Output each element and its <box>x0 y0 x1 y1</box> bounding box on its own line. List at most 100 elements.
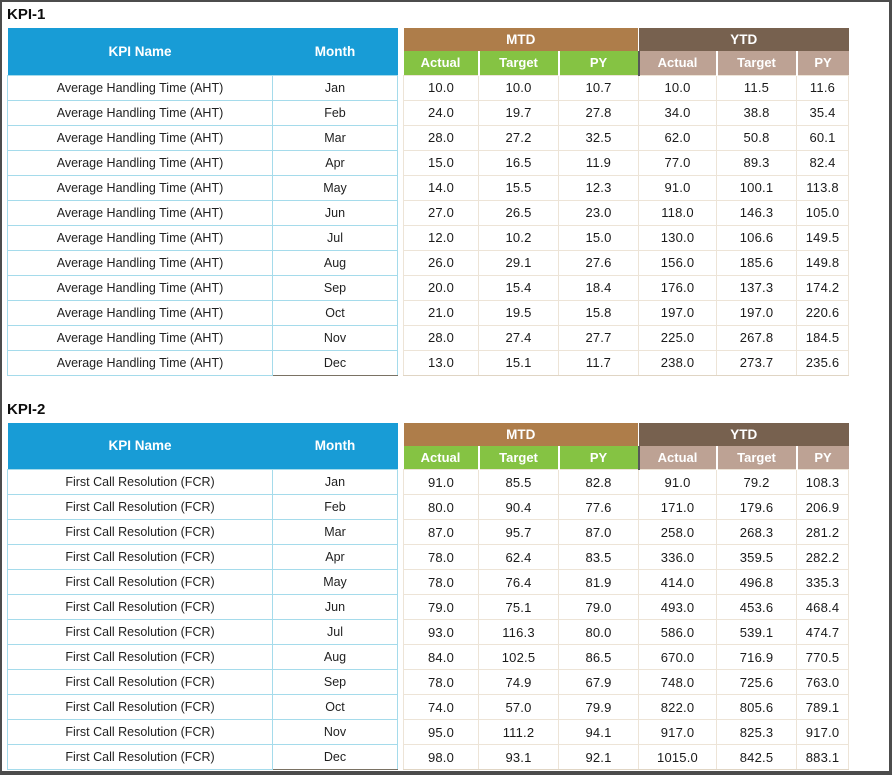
ytd-target-cell: 842.5 <box>716 744 797 770</box>
table-header: KPI Name Month MTD YTD Actual Target PY … <box>7 28 849 75</box>
table-row: Average Handling Time (AHT) Nov 28.0 27.… <box>7 324 849 351</box>
mtd-actual-cell: 28.0 <box>403 124 479 151</box>
kpi-name-column-header: KPI Name <box>7 28 273 75</box>
table-row: First Call Resolution (FCR) Jul 93.0 116… <box>7 619 849 645</box>
month-cell: Aug <box>272 644 398 670</box>
month-cell: Oct <box>272 694 398 720</box>
mtd-actual-cell: 28.0 <box>403 324 479 351</box>
month-cell: Feb <box>272 99 398 126</box>
table-row: Average Handling Time (AHT) Dec 13.0 15.… <box>7 349 849 376</box>
ytd-actual-cell: 171.0 <box>638 494 717 520</box>
ytd-target-cell: 50.8 <box>716 124 797 151</box>
mtd-py-cell: 82.8 <box>558 469 639 495</box>
ytd-py-cell: 763.0 <box>796 669 849 695</box>
ytd-target-cell: 453.6 <box>716 594 797 620</box>
kpi-name-cell: First Call Resolution (FCR) <box>7 744 273 770</box>
kpi-name-cell: Average Handling Time (AHT) <box>7 99 273 126</box>
month-cell: Jan <box>272 469 398 495</box>
ytd-py-cell: 789.1 <box>796 694 849 720</box>
column-gutter <box>397 619 404 645</box>
kpi-name-cell: Average Handling Time (AHT) <box>7 274 273 301</box>
mtd-target-cell: 15.4 <box>478 274 559 301</box>
mtd-actual-cell: 15.0 <box>403 149 479 176</box>
ytd-py-cell: 235.6 <box>796 349 849 376</box>
column-gutter <box>397 744 404 770</box>
mtd-target-cell: 95.7 <box>478 519 559 545</box>
mtd-actual-cell: 78.0 <box>403 544 479 570</box>
mtd-py-cell: 11.9 <box>558 149 639 176</box>
mtd-py-cell: 15.0 <box>558 224 639 251</box>
kpi-section-title: KPI-2 <box>7 400 46 418</box>
ytd-actual-cell: 118.0 <box>638 199 717 226</box>
mtd-actual-cell: 74.0 <box>403 694 479 720</box>
kpi-name-cell: First Call Resolution (FCR) <box>7 569 273 595</box>
mtd-py-cell: 87.0 <box>558 519 639 545</box>
table-row: First Call Resolution (FCR) Nov 95.0 111… <box>7 719 849 745</box>
kpi-name-cell: First Call Resolution (FCR) <box>7 494 273 520</box>
month-cell: Jan <box>272 74 398 101</box>
ytd-py-cell: 149.8 <box>796 249 849 276</box>
ytd-target-cell: 539.1 <box>716 619 797 645</box>
kpi-name-cell: First Call Resolution (FCR) <box>7 719 273 745</box>
mtd-target-cell: 16.5 <box>478 149 559 176</box>
mtd-target-cell: 62.4 <box>478 544 559 570</box>
ytd-py-cell: 770.5 <box>796 644 849 670</box>
ytd-actual-cell: 670.0 <box>638 644 717 670</box>
table-row: Average Handling Time (AHT) Mar 28.0 27.… <box>7 124 849 151</box>
table-row: Average Handling Time (AHT) Feb 24.0 19.… <box>7 99 849 126</box>
column-gutter <box>397 28 404 75</box>
table-header: KPI Name Month MTD YTD Actual Target PY … <box>7 422 849 470</box>
ytd-target-cell: 11.5 <box>716 74 797 101</box>
kpi-table-1: KPI Name Month MTD YTD Actual Target PY … <box>7 28 849 376</box>
ytd-actual-cell: 238.0 <box>638 349 717 376</box>
column-gutter <box>397 200 404 225</box>
mtd-group-header: MTD <box>403 28 639 51</box>
mtd-py-cell: 80.0 <box>558 619 639 645</box>
ytd-py-cell: 282.2 <box>796 544 849 570</box>
mtd-target-cell: 19.7 <box>478 99 559 126</box>
ytd-py-cell: 60.1 <box>796 124 849 151</box>
mtd-py-cell: 10.7 <box>558 74 639 101</box>
ytd-target-cell: 716.9 <box>716 644 797 670</box>
ytd-target-cell: 825.3 <box>716 719 797 745</box>
table-row: First Call Resolution (FCR) Feb 80.0 90.… <box>7 494 849 520</box>
mtd-target-cell: 15.5 <box>478 174 559 201</box>
column-gutter <box>397 300 404 325</box>
table-row: First Call Resolution (FCR) Jun 79.0 75.… <box>7 594 849 620</box>
table-row: First Call Resolution (FCR) Mar 87.0 95.… <box>7 519 849 545</box>
column-gutter <box>397 644 404 670</box>
ytd-actual-cell: 77.0 <box>638 149 717 176</box>
column-gutter <box>397 569 404 595</box>
ytd-py-cell: 335.3 <box>796 569 849 595</box>
ytd-py-cell: 35.4 <box>796 99 849 126</box>
ytd-py-header: PY <box>795 445 849 470</box>
table-row: First Call Resolution (FCR) Apr 78.0 62.… <box>7 544 849 570</box>
ytd-target-cell: 137.3 <box>716 274 797 301</box>
ytd-target-cell: 106.6 <box>716 224 797 251</box>
mtd-target-cell: 27.2 <box>478 124 559 151</box>
kpi-name-column-header: KPI Name <box>7 422 273 470</box>
column-gutter <box>397 225 404 250</box>
table-row: Average Handling Time (AHT) May 14.0 15.… <box>7 174 849 201</box>
column-gutter <box>397 100 404 125</box>
ytd-py-cell: 11.6 <box>796 74 849 101</box>
column-gutter <box>397 175 404 200</box>
column-gutter <box>397 422 404 470</box>
ytd-actual-cell: 91.0 <box>638 174 717 201</box>
table-row: First Call Resolution (FCR) Aug 84.0 102… <box>7 644 849 670</box>
ytd-target-cell: 268.3 <box>716 519 797 545</box>
kpi-name-cell: First Call Resolution (FCR) <box>7 694 273 720</box>
ytd-py-header: PY <box>795 51 849 75</box>
month-cell: Nov <box>272 719 398 745</box>
ytd-actual-header: Actual <box>637 445 717 470</box>
mtd-target-cell: 75.1 <box>478 594 559 620</box>
mtd-group-header: MTD <box>403 422 639 446</box>
mtd-py-cell: 92.1 <box>558 744 639 770</box>
mtd-target-header: Target <box>477 445 559 470</box>
month-cell: Apr <box>272 544 398 570</box>
mtd-actual-cell: 26.0 <box>403 249 479 276</box>
month-cell: May <box>272 174 398 201</box>
ytd-actual-cell: 156.0 <box>638 249 717 276</box>
month-cell: Jun <box>272 199 398 226</box>
mtd-actual-header: Actual <box>403 51 479 75</box>
